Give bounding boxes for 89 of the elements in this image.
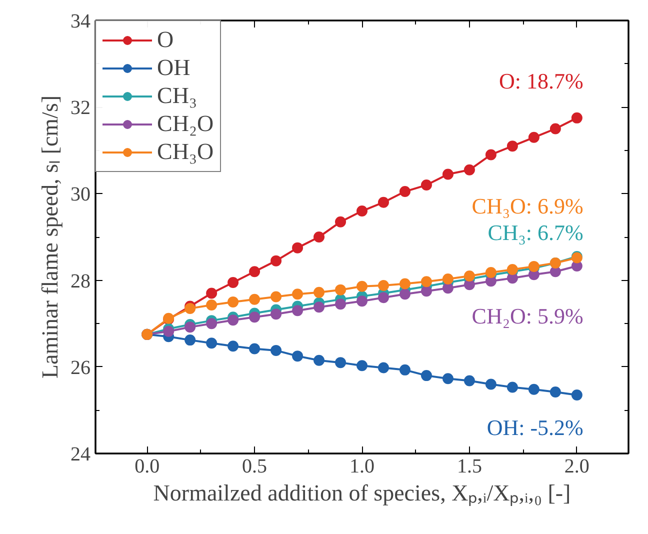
x-tick-label: 1.0 xyxy=(350,456,374,478)
point xyxy=(163,326,174,337)
point xyxy=(228,314,239,326)
point xyxy=(270,344,282,356)
point xyxy=(184,322,196,333)
point xyxy=(270,255,282,266)
point xyxy=(292,305,304,316)
point xyxy=(420,180,432,191)
point xyxy=(314,232,325,242)
y-tick-label: 32 xyxy=(70,97,90,120)
point xyxy=(571,390,582,401)
point xyxy=(464,375,475,386)
point xyxy=(249,266,260,278)
y-tick-label: 34 xyxy=(70,10,90,32)
point xyxy=(399,364,410,376)
point xyxy=(399,278,410,290)
annotation: CH₂O: 5.9% xyxy=(472,303,584,328)
point xyxy=(292,350,304,362)
point xyxy=(506,382,518,393)
point xyxy=(420,286,432,297)
point xyxy=(485,378,496,390)
point xyxy=(378,196,389,208)
point xyxy=(292,288,304,300)
point xyxy=(550,386,561,398)
point xyxy=(399,186,410,198)
point xyxy=(442,274,454,284)
point xyxy=(335,298,346,310)
point xyxy=(378,292,389,304)
x-axis-title: Normailzed addition of species, Xₚ,ᵢ/Xₚ,ᵢ,₀ [-] xyxy=(153,480,571,506)
point xyxy=(270,308,282,320)
point xyxy=(420,276,432,288)
x-tick-label: 0.0 xyxy=(134,456,160,478)
point xyxy=(550,123,561,134)
point xyxy=(571,112,582,124)
y-tick-label: 28 xyxy=(70,270,90,292)
point xyxy=(228,296,239,308)
point xyxy=(335,216,346,228)
point xyxy=(314,354,325,366)
point xyxy=(206,288,218,299)
point xyxy=(464,270,475,282)
point xyxy=(442,168,454,180)
point xyxy=(292,242,304,254)
point xyxy=(249,312,260,323)
point xyxy=(335,357,346,368)
point xyxy=(528,384,540,395)
point xyxy=(228,276,239,288)
x-tick-label: 1.5 xyxy=(456,456,482,478)
point xyxy=(335,284,346,296)
point xyxy=(506,140,518,152)
point xyxy=(356,360,368,372)
point xyxy=(442,373,454,384)
y-tick-label: 30 xyxy=(70,184,90,206)
legend-label: CH₃O xyxy=(157,139,214,165)
y-tick-label: 26 xyxy=(70,356,90,379)
point xyxy=(378,362,389,374)
point xyxy=(464,164,475,176)
point xyxy=(270,291,282,302)
point xyxy=(249,343,260,354)
point xyxy=(506,264,518,275)
legend-label: OH xyxy=(157,55,190,81)
point xyxy=(485,267,496,278)
point xyxy=(356,206,368,217)
point xyxy=(206,299,218,310)
point xyxy=(378,280,389,291)
point xyxy=(314,286,325,298)
point xyxy=(442,282,454,294)
x-tick-label: 0.5 xyxy=(242,456,268,478)
point xyxy=(206,318,218,330)
point xyxy=(249,294,260,305)
point xyxy=(356,280,368,292)
annotation: CH₃: 6.7% xyxy=(488,220,584,246)
point xyxy=(206,338,218,349)
legend-label: O xyxy=(157,27,175,53)
point xyxy=(356,296,368,307)
y-tick-label: 24 xyxy=(70,444,90,466)
point xyxy=(184,334,196,346)
point xyxy=(528,132,540,143)
point xyxy=(399,288,410,300)
annotation: O: 18.7% xyxy=(499,68,584,94)
point xyxy=(420,370,432,382)
point xyxy=(314,302,325,313)
annotation: CH₃O: 6.9% xyxy=(472,193,584,218)
legend-label: CH₃ xyxy=(157,83,197,109)
point xyxy=(228,340,239,352)
point xyxy=(485,149,496,160)
x-tick-label: 2.0 xyxy=(564,456,590,478)
y-axis-title: Laminar flame speed, sₗ [cm/s] xyxy=(38,95,62,379)
legend-label: CH₂O xyxy=(157,111,214,137)
annotation: OH: -5.2% xyxy=(486,415,584,440)
